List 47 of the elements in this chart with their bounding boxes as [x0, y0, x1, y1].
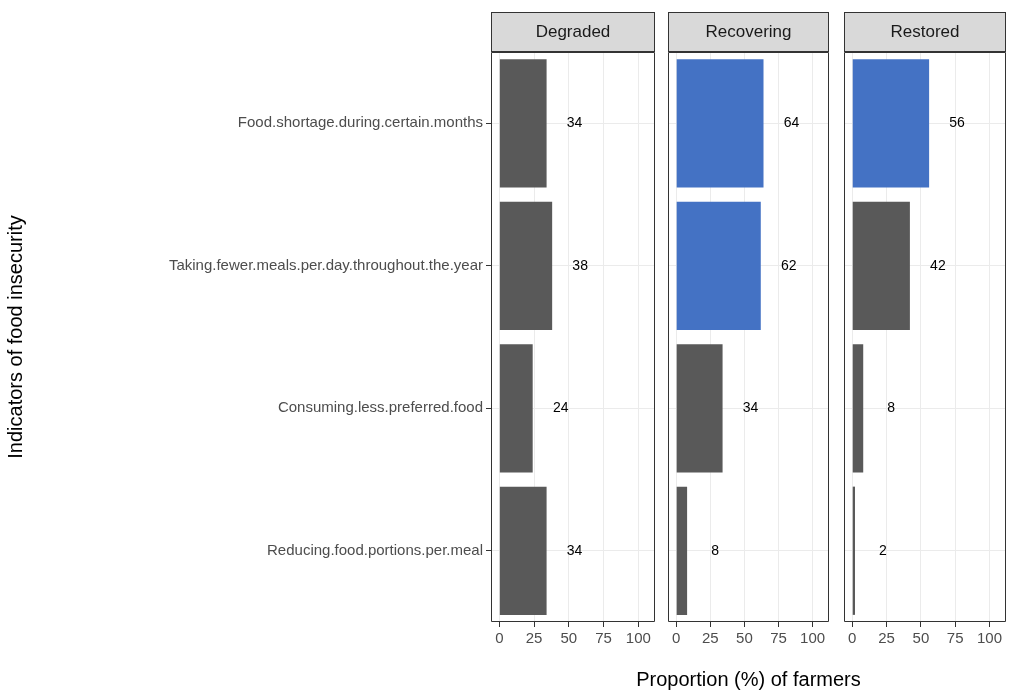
- bar: [499, 344, 533, 473]
- facet-strip: Restored: [844, 12, 1006, 52]
- x-tick-label: 100: [625, 629, 651, 647]
- y-tick-label: Reducing.food.portions.per.meal: [267, 540, 483, 558]
- data-label: 8: [887, 399, 896, 416]
- data-label: 34: [566, 541, 583, 558]
- bar: [676, 344, 723, 473]
- x-tick-label: 50: [912, 629, 930, 647]
- bar: [676, 201, 761, 330]
- bar: [676, 486, 688, 615]
- x-tick-label: 75: [770, 629, 787, 647]
- x-tick-label: 25: [701, 629, 719, 647]
- facet-strip: Degraded: [491, 12, 655, 52]
- x-tick-label: 50: [736, 629, 753, 647]
- bar: [852, 344, 864, 473]
- data-label: 64: [783, 114, 800, 131]
- x-tick-label: 100: [800, 629, 826, 647]
- x-tick-label: 75: [595, 629, 612, 647]
- data-label: 2: [879, 541, 888, 558]
- y-axis-title: Indicators of food insecurity: [3, 215, 26, 459]
- data-label: 62: [780, 256, 797, 273]
- data-label: 34: [566, 114, 583, 131]
- data-label: 38: [572, 256, 589, 273]
- x-tick-label: 75: [946, 629, 964, 647]
- x-tick-label: 100: [977, 629, 1003, 647]
- data-label: 24: [552, 399, 569, 416]
- facet-strip: Recovering: [668, 12, 829, 52]
- y-tick-label: Consuming.less.preferred.food: [277, 398, 483, 416]
- x-axis-title: Proportion (%) of farmers: [635, 668, 862, 691]
- x-tick-label: 0: [848, 629, 857, 647]
- x-tick-label: 50: [560, 629, 578, 647]
- bar: [499, 201, 553, 330]
- data-label: 42: [930, 256, 946, 273]
- x-tick-label: 0: [495, 629, 504, 647]
- x-tick-label: 0: [672, 629, 681, 647]
- bar: [499, 59, 547, 188]
- bar: [852, 201, 910, 330]
- x-tick-label: 25: [525, 629, 543, 647]
- data-label: 34: [742, 399, 759, 416]
- bar: [499, 486, 547, 615]
- data-label: 8: [711, 541, 720, 558]
- bar: [676, 59, 764, 188]
- data-label: 56: [949, 114, 966, 131]
- x-tick-label: 25: [878, 629, 895, 647]
- y-tick-label: Food.shortage.during.certain.months: [237, 113, 483, 131]
- bar: [852, 59, 930, 188]
- y-tick-label: Taking.fewer.meals.per.day.throughout.the.year: [168, 255, 483, 273]
